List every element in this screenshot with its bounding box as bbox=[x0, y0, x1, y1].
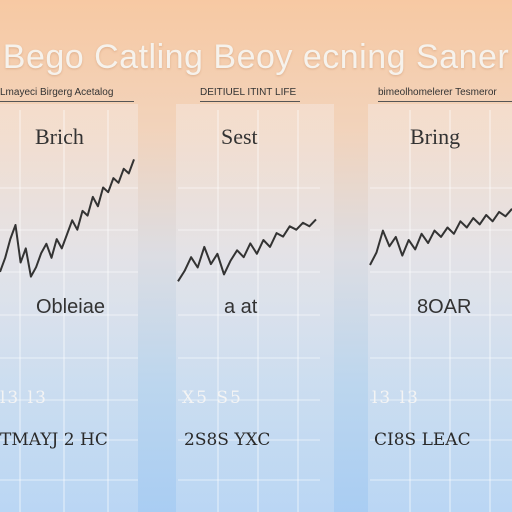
series-line-panel-1 bbox=[0, 159, 135, 278]
panel-2 bbox=[176, 104, 334, 512]
series-lines bbox=[0, 159, 512, 282]
series-line-panel-2 bbox=[177, 218, 317, 282]
panel-2-header: DEITIUEL ITINT LIFE bbox=[200, 87, 300, 102]
panel-1-tick-row: l3 l3 bbox=[0, 388, 48, 408]
panel-3-header: bimeolhomelerer Tesmeror bbox=[378, 87, 512, 102]
panel-1-title: Brich bbox=[35, 124, 84, 149]
panel-2-bottom-row: 2S8S YXC bbox=[184, 430, 271, 450]
panel-1-label: Obleiae bbox=[36, 296, 105, 318]
panel-2-label: a at bbox=[224, 296, 258, 318]
panel-3-title: Bring bbox=[410, 124, 461, 149]
panel-3-tick-row: l3 l3 bbox=[372, 388, 420, 408]
chart-title: Bego Catling Beoy ecning Saner bbox=[2, 38, 510, 76]
series-line-panel-3 bbox=[369, 208, 512, 266]
panel-3-bottom-row: CI8S LEAC bbox=[374, 430, 471, 450]
panel-3-label: 8OAR bbox=[417, 296, 472, 318]
panel-2-tick-row: X5 S5 bbox=[182, 388, 243, 408]
panel-2-title: Sest bbox=[221, 124, 258, 149]
panel-1-header: Lmayeci Birgerg Acetalog bbox=[0, 87, 134, 102]
panel-1 bbox=[0, 104, 138, 512]
panel-1-bottom-row: TMAYJ 2 HC bbox=[0, 430, 108, 450]
panel-3 bbox=[368, 104, 512, 512]
gridlines bbox=[0, 110, 512, 512]
